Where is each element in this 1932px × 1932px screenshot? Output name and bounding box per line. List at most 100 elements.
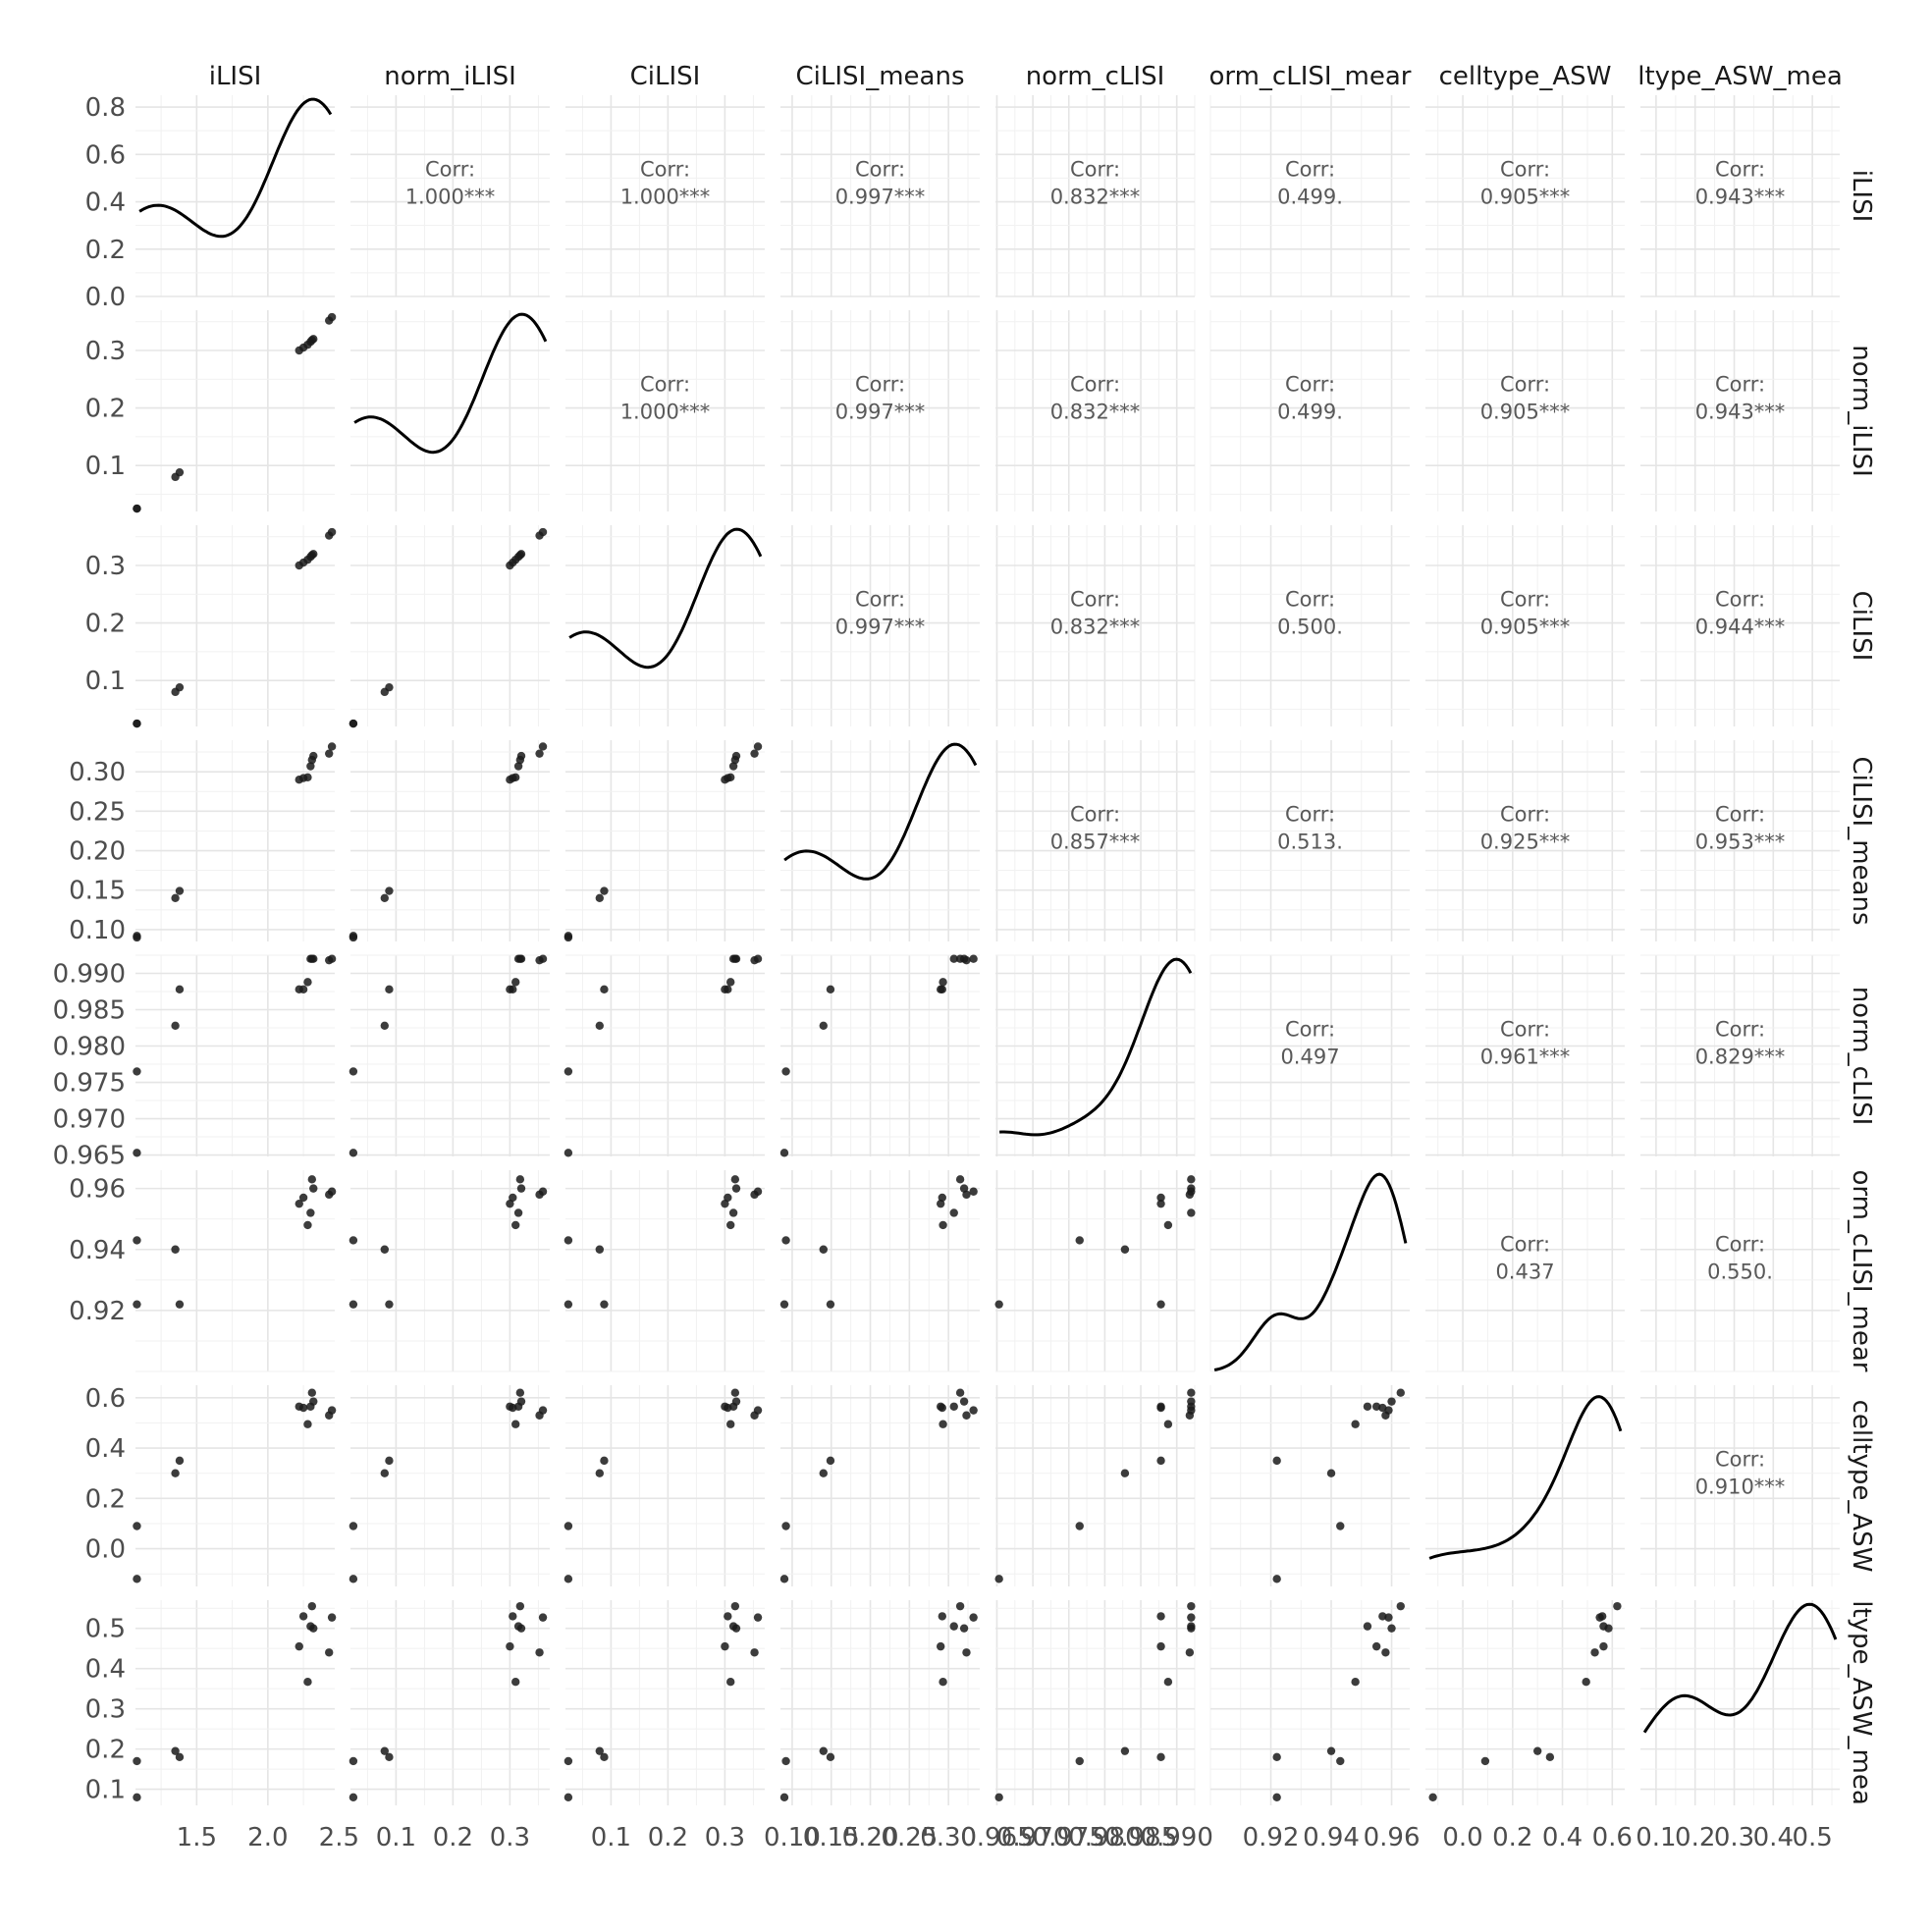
corr-value: 0.499. bbox=[1277, 186, 1343, 209]
corr-label: Corr: bbox=[1285, 588, 1335, 612]
data-point bbox=[515, 1175, 525, 1184]
data-point bbox=[309, 954, 318, 963]
panel-r0-c1 bbox=[350, 95, 550, 297]
y-tick-label: 0.4 bbox=[85, 188, 126, 218]
data-point bbox=[349, 1067, 358, 1076]
y-tick-label: 0.975 bbox=[53, 1069, 126, 1099]
data-point bbox=[307, 1601, 316, 1611]
data-point bbox=[819, 1746, 828, 1755]
panel-r4-c5 bbox=[1209, 954, 1410, 1156]
corr-value: 0.857*** bbox=[1050, 831, 1141, 854]
data-point bbox=[1351, 1677, 1360, 1687]
corr-value: 0.997*** bbox=[835, 401, 926, 424]
x-tick-label: 0.965 bbox=[960, 1823, 1033, 1852]
panel-r3-c7 bbox=[1640, 740, 1840, 941]
data-point bbox=[380, 893, 389, 902]
column-strip-label: CiLISI_means bbox=[796, 62, 965, 91]
corr-value: 0.497 bbox=[1280, 1046, 1339, 1069]
x-tick-label: 0.0 bbox=[1442, 1823, 1482, 1852]
data-point bbox=[171, 1469, 180, 1477]
data-point bbox=[781, 1236, 790, 1245]
data-point bbox=[969, 954, 978, 963]
y-tick-label: 0.92 bbox=[69, 1297, 126, 1326]
data-point bbox=[380, 1469, 389, 1477]
panel-r3-c1 bbox=[349, 740, 550, 942]
data-point bbox=[564, 1522, 573, 1530]
data-point bbox=[175, 1300, 185, 1309]
corr-label: Corr: bbox=[1715, 373, 1765, 397]
data-point bbox=[726, 773, 735, 781]
data-point bbox=[306, 1208, 315, 1217]
y-tick-label: 0.94 bbox=[69, 1236, 126, 1265]
data-point bbox=[750, 1648, 759, 1657]
data-point bbox=[1396, 1601, 1405, 1611]
row-strip-label: CiLISI_means bbox=[1847, 757, 1876, 926]
y-tick-label: 0.10 bbox=[69, 916, 126, 945]
data-point bbox=[1326, 1746, 1336, 1755]
panel-r1-c7 bbox=[1640, 310, 1840, 511]
data-point bbox=[1187, 1397, 1196, 1406]
data-point bbox=[309, 1184, 318, 1193]
data-point bbox=[1272, 1793, 1281, 1802]
density-curve bbox=[353, 312, 548, 455]
data-point bbox=[779, 1300, 789, 1309]
data-point bbox=[969, 1406, 978, 1415]
data-point bbox=[1156, 1641, 1165, 1651]
data-point bbox=[1545, 1752, 1555, 1762]
data-point bbox=[1381, 1648, 1390, 1657]
panel-r0-c6 bbox=[1425, 95, 1625, 297]
data-point bbox=[385, 682, 394, 692]
data-point bbox=[133, 932, 141, 940]
corr-label: Corr: bbox=[1715, 803, 1765, 827]
data-point bbox=[750, 749, 759, 758]
data-point bbox=[385, 1456, 394, 1466]
data-point bbox=[969, 1187, 978, 1196]
data-point bbox=[133, 719, 141, 728]
panel-r7-c4 bbox=[994, 1600, 1196, 1805]
corr-label: Corr: bbox=[1715, 1233, 1765, 1257]
panel-r6-c6 bbox=[1425, 1385, 1625, 1586]
panel-r7-c1 bbox=[349, 1600, 550, 1805]
data-point bbox=[303, 978, 312, 987]
data-point bbox=[753, 742, 763, 751]
corr-value: 0.832*** bbox=[1050, 616, 1141, 639]
data-point bbox=[380, 1021, 389, 1030]
panel-r6-c1 bbox=[349, 1385, 550, 1586]
data-point bbox=[936, 1641, 945, 1651]
y-tick-label: 0.2 bbox=[85, 1736, 126, 1765]
data-point bbox=[133, 1575, 141, 1583]
data-point bbox=[1351, 1420, 1360, 1428]
panel-r6-c2 bbox=[564, 1385, 765, 1586]
panel-r2-c0 bbox=[133, 525, 337, 728]
panel-r0-c4 bbox=[995, 95, 1196, 297]
data-point bbox=[595, 1245, 604, 1254]
data-point bbox=[724, 985, 732, 993]
data-point bbox=[731, 1184, 741, 1193]
data-point bbox=[938, 985, 946, 993]
data-point bbox=[1326, 1469, 1336, 1477]
panel-r3-c5 bbox=[1209, 740, 1410, 941]
data-point bbox=[949, 1622, 958, 1631]
corr-value: 1.000*** bbox=[405, 186, 496, 209]
data-point bbox=[1187, 1613, 1196, 1622]
data-point bbox=[380, 1746, 389, 1755]
data-point bbox=[303, 1677, 312, 1687]
data-point bbox=[1187, 1601, 1196, 1611]
data-point bbox=[1187, 1388, 1196, 1397]
corr-label: Corr: bbox=[1500, 803, 1550, 827]
data-point bbox=[1120, 1469, 1130, 1477]
x-tick-label: 0.980 bbox=[1068, 1823, 1141, 1852]
x-tick-label: 0.2 bbox=[1675, 1823, 1715, 1852]
data-point bbox=[564, 932, 573, 940]
corr-label: Corr: bbox=[640, 158, 690, 182]
data-point bbox=[306, 762, 315, 771]
data-point bbox=[1163, 1220, 1173, 1230]
data-point bbox=[1156, 1612, 1165, 1621]
data-point bbox=[538, 527, 548, 537]
data-point bbox=[1336, 1522, 1345, 1530]
data-point bbox=[1336, 1756, 1345, 1766]
panel-r0-c5 bbox=[1209, 95, 1410, 297]
panel-r7-c0 bbox=[133, 1600, 337, 1805]
panel-r3-c2 bbox=[564, 740, 765, 942]
corr-value: 1.000*** bbox=[620, 401, 711, 424]
